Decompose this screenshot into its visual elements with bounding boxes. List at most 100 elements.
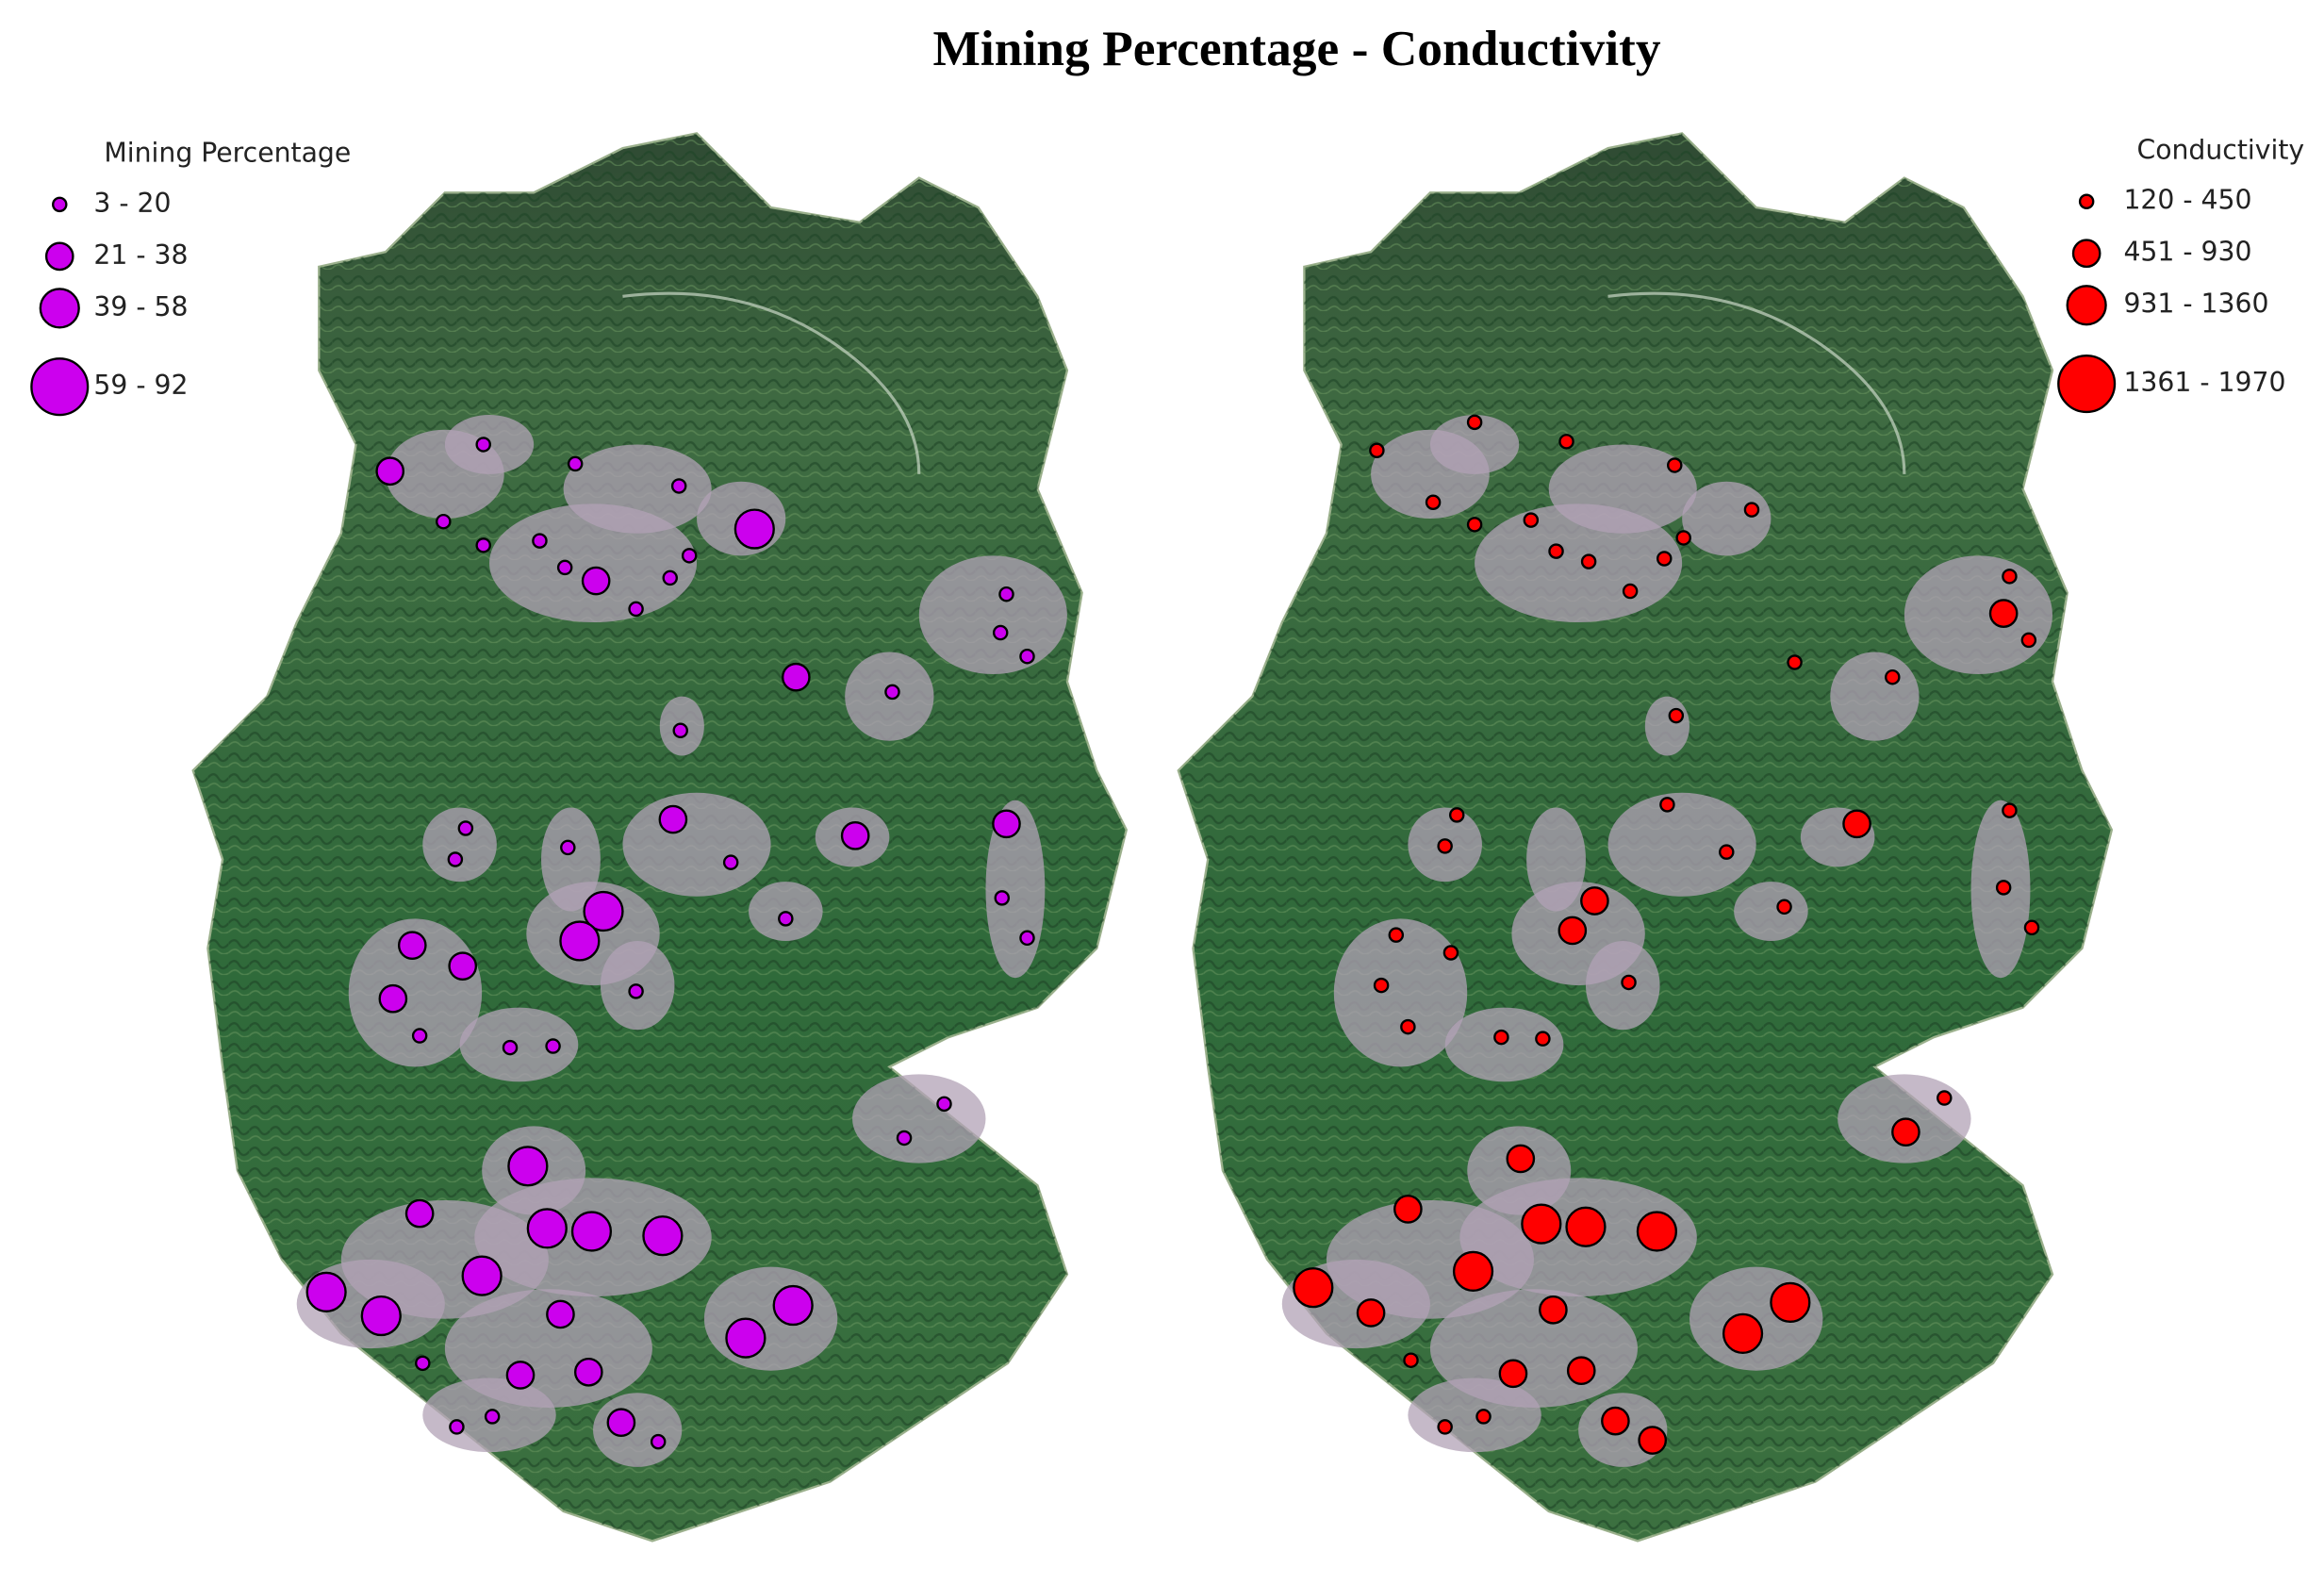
sample-site — [1293, 1267, 1334, 1309]
legend-symbol — [2057, 354, 2117, 414]
sample-site — [526, 1208, 568, 1249]
legend-label: 39 - 58 — [93, 291, 188, 322]
sample-site — [583, 890, 624, 932]
sample-site — [507, 1146, 549, 1187]
legend-label: 21 - 38 — [93, 239, 188, 271]
river — [1607, 291, 1906, 474]
sample-site — [1475, 1409, 1492, 1425]
mining-area — [1644, 696, 1689, 756]
mining-area — [703, 1266, 838, 1371]
sample-site — [998, 586, 1014, 602]
sample-site — [505, 1361, 536, 1390]
sample-site — [1891, 1117, 1920, 1147]
mining-area — [1682, 481, 1772, 556]
sample-site — [782, 662, 811, 692]
legend-symbol — [44, 241, 74, 272]
legend-symbol — [2066, 285, 2107, 326]
sample-site — [658, 804, 688, 834]
sample-site — [1521, 1203, 1562, 1245]
legend-symbol — [2078, 193, 2095, 209]
sample-site — [722, 854, 739, 870]
sample-site — [2020, 632, 2037, 649]
sample-site — [936, 1096, 952, 1113]
sample-site — [502, 1039, 519, 1056]
mining-area — [1830, 652, 1920, 741]
sample-site — [1636, 1211, 1678, 1252]
sample-site — [556, 559, 573, 576]
sample-site — [1452, 1250, 1494, 1293]
sample-site — [1506, 1144, 1536, 1174]
sample-site — [475, 537, 491, 553]
mining-area — [1734, 882, 1808, 941]
sample-site — [360, 1295, 402, 1337]
map-panel: Conductivity 120 - 450 451 - 930 931 - 1360… — [1177, 132, 2305, 1543]
mining-area — [459, 1007, 579, 1082]
sample-site — [1437, 838, 1453, 854]
sample-site — [1656, 551, 1673, 567]
sample-site — [1535, 1031, 1551, 1047]
sample-site — [606, 1408, 636, 1438]
sample-site — [1019, 930, 1035, 947]
sample-site — [567, 455, 584, 472]
sample-site — [1580, 553, 1597, 569]
sample-site — [1539, 1295, 1568, 1325]
sample-site — [375, 456, 405, 487]
sample-site — [1719, 844, 1735, 860]
sample-site — [573, 1357, 603, 1387]
sample-site — [642, 1215, 684, 1257]
sample-site — [1388, 927, 1405, 943]
sample-site — [1558, 916, 1588, 946]
mining-area — [348, 918, 483, 1067]
legend-label: 59 - 92 — [93, 370, 188, 401]
sample-site — [1493, 1029, 1509, 1046]
sample-site — [896, 1130, 913, 1147]
sample-site — [840, 821, 870, 850]
sample-site — [484, 1409, 501, 1425]
legend-title: Mining Percentage — [104, 137, 351, 168]
sample-site — [1770, 1281, 1811, 1324]
sample-site — [546, 1299, 575, 1329]
sample-site — [1548, 543, 1564, 559]
legend-title: Conductivity — [2137, 134, 2305, 165]
sample-site — [1393, 1195, 1423, 1224]
legend-label: 1361 - 1970 — [2123, 367, 2285, 398]
sample-site — [1743, 502, 1760, 518]
sample-site — [1601, 1406, 1630, 1436]
sample-site — [1019, 648, 1035, 665]
sample-site — [378, 983, 408, 1014]
sample-site — [1369, 442, 1385, 459]
mining-area — [852, 1074, 986, 1163]
sample-site — [532, 533, 548, 549]
mining-area — [1607, 792, 1756, 897]
sample-site — [1466, 517, 1483, 533]
sample-site — [1356, 1298, 1386, 1328]
legend-label: 120 - 450 — [2123, 185, 2251, 216]
mining-area — [1475, 503, 1683, 623]
sample-site — [1995, 880, 2012, 896]
sample-site — [1787, 654, 1803, 670]
sample-site — [1776, 899, 1792, 916]
sample-site — [733, 508, 775, 550]
sample-site — [1403, 1352, 1419, 1368]
sample-site — [1885, 668, 1901, 685]
sample-site — [570, 1211, 613, 1252]
sample-site — [994, 890, 1011, 906]
sample-site — [650, 1433, 667, 1450]
sample-site — [1425, 494, 1442, 511]
sample-site — [475, 437, 491, 453]
mining-area — [1444, 1007, 1564, 1082]
sample-site — [1558, 434, 1574, 450]
sample-site — [1668, 707, 1685, 724]
sample-site — [992, 809, 1021, 839]
sample-site — [681, 548, 698, 564]
sample-site — [1498, 1359, 1528, 1389]
sample-site — [448, 951, 478, 981]
sample-site — [305, 1271, 347, 1313]
sample-site — [1621, 974, 1637, 991]
sample-site — [1565, 1206, 1607, 1247]
sample-site — [884, 684, 900, 701]
sample-site — [404, 1198, 435, 1229]
sample-site — [778, 911, 794, 927]
sample-site — [1373, 977, 1390, 994]
